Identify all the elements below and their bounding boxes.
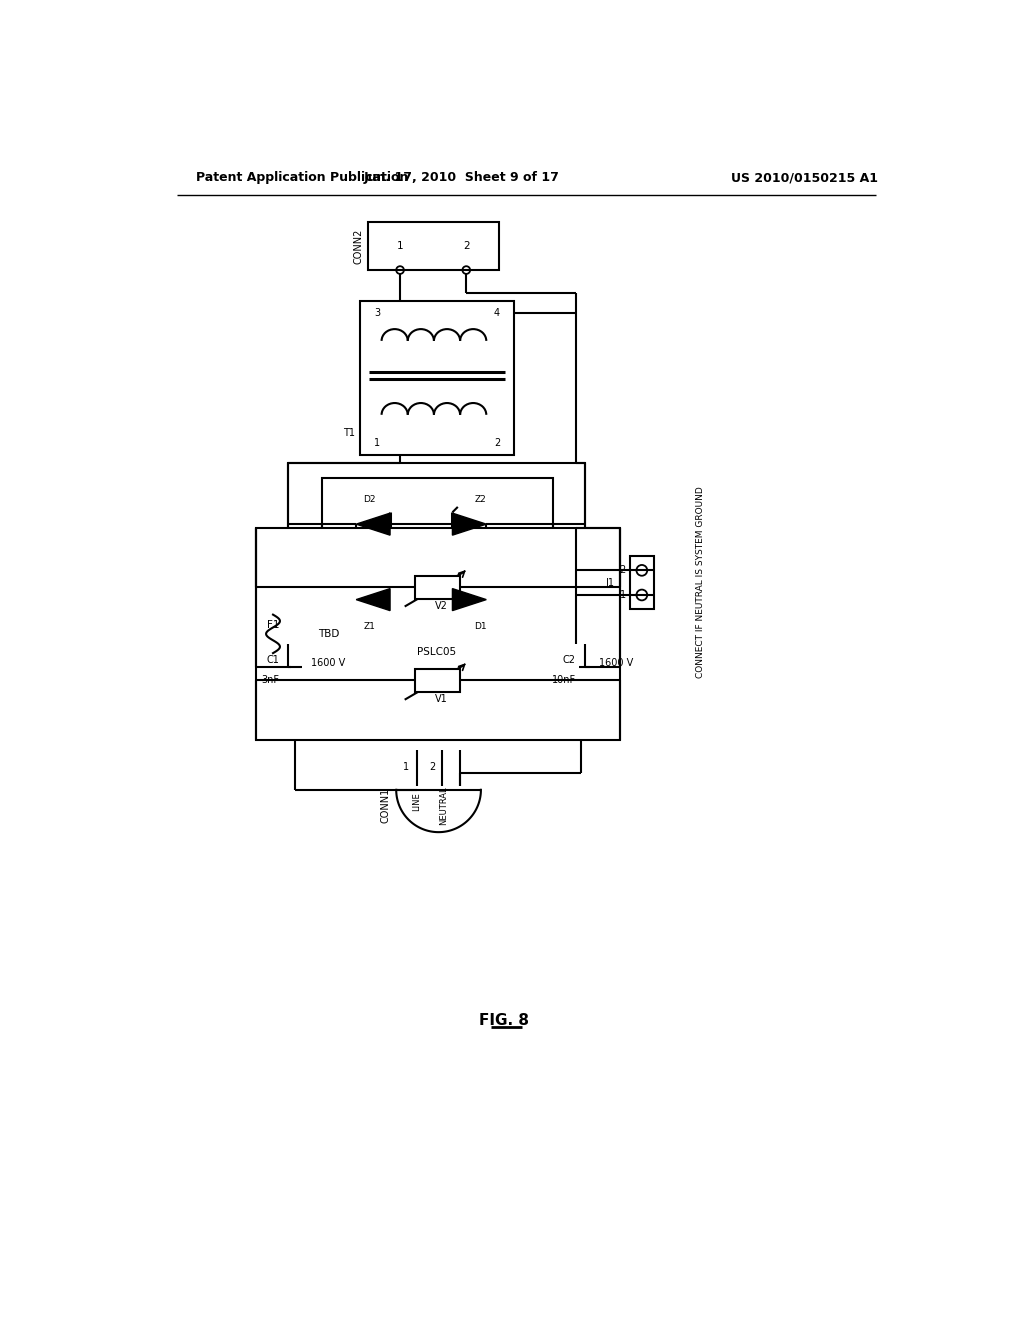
Text: 2: 2	[494, 437, 500, 447]
Text: Z2: Z2	[474, 495, 486, 504]
Text: NEUTRAL: NEUTRAL	[438, 785, 447, 825]
Bar	[416, 576, 460, 599]
Text: D2: D2	[364, 495, 376, 504]
Text: F1: F1	[267, 619, 280, 630]
Text: C1: C1	[266, 656, 280, 665]
Bar	[256, 528, 620, 739]
Bar	[630, 557, 654, 609]
Text: 1600 V: 1600 V	[310, 657, 345, 668]
Bar	[368, 222, 499, 271]
Text: 10nF: 10nF	[552, 676, 575, 685]
Polygon shape	[356, 513, 390, 535]
Polygon shape	[356, 589, 390, 611]
Text: Jun. 17, 2010  Sheet 9 of 17: Jun. 17, 2010 Sheet 9 of 17	[364, 172, 559, 185]
Text: J1: J1	[605, 578, 614, 587]
Text: PSLC05: PSLC05	[417, 647, 457, 657]
Text: LINE: LINE	[413, 792, 422, 810]
Text: 1600 V: 1600 V	[599, 657, 634, 668]
Text: 1: 1	[374, 437, 380, 447]
Text: 4: 4	[494, 308, 500, 318]
Text: Z1: Z1	[364, 622, 375, 631]
Text: 1: 1	[396, 242, 403, 251]
Text: Patent Application Publication: Patent Application Publication	[196, 172, 409, 185]
Text: US 2010/0150215 A1: US 2010/0150215 A1	[731, 172, 878, 185]
Text: 2: 2	[429, 762, 435, 772]
Text: 2: 2	[620, 565, 626, 576]
Text: 2: 2	[463, 242, 470, 251]
Polygon shape	[453, 513, 486, 535]
Text: T1: T1	[343, 428, 355, 438]
Bar	[360, 301, 514, 455]
Text: CONN1: CONN1	[380, 788, 390, 822]
Text: D1: D1	[474, 622, 486, 631]
Bar	[416, 669, 460, 692]
Bar	[322, 478, 553, 628]
Text: CONN2: CONN2	[354, 228, 364, 264]
Text: 3nF: 3nF	[261, 676, 280, 685]
Text: V1: V1	[435, 694, 449, 704]
Text: V2: V2	[435, 601, 449, 611]
Text: C2: C2	[562, 656, 575, 665]
Text: FIG. 8: FIG. 8	[479, 1014, 529, 1028]
Text: TBD: TBD	[318, 628, 340, 639]
Text: 3: 3	[374, 308, 380, 318]
Text: 1: 1	[403, 762, 410, 772]
Bar	[289, 462, 585, 644]
Polygon shape	[453, 589, 486, 611]
Text: 1: 1	[620, 590, 626, 601]
Text: CONNECT IF NEUTRAL IS SYSTEM GROUND: CONNECT IF NEUTRAL IS SYSTEM GROUND	[696, 486, 705, 677]
